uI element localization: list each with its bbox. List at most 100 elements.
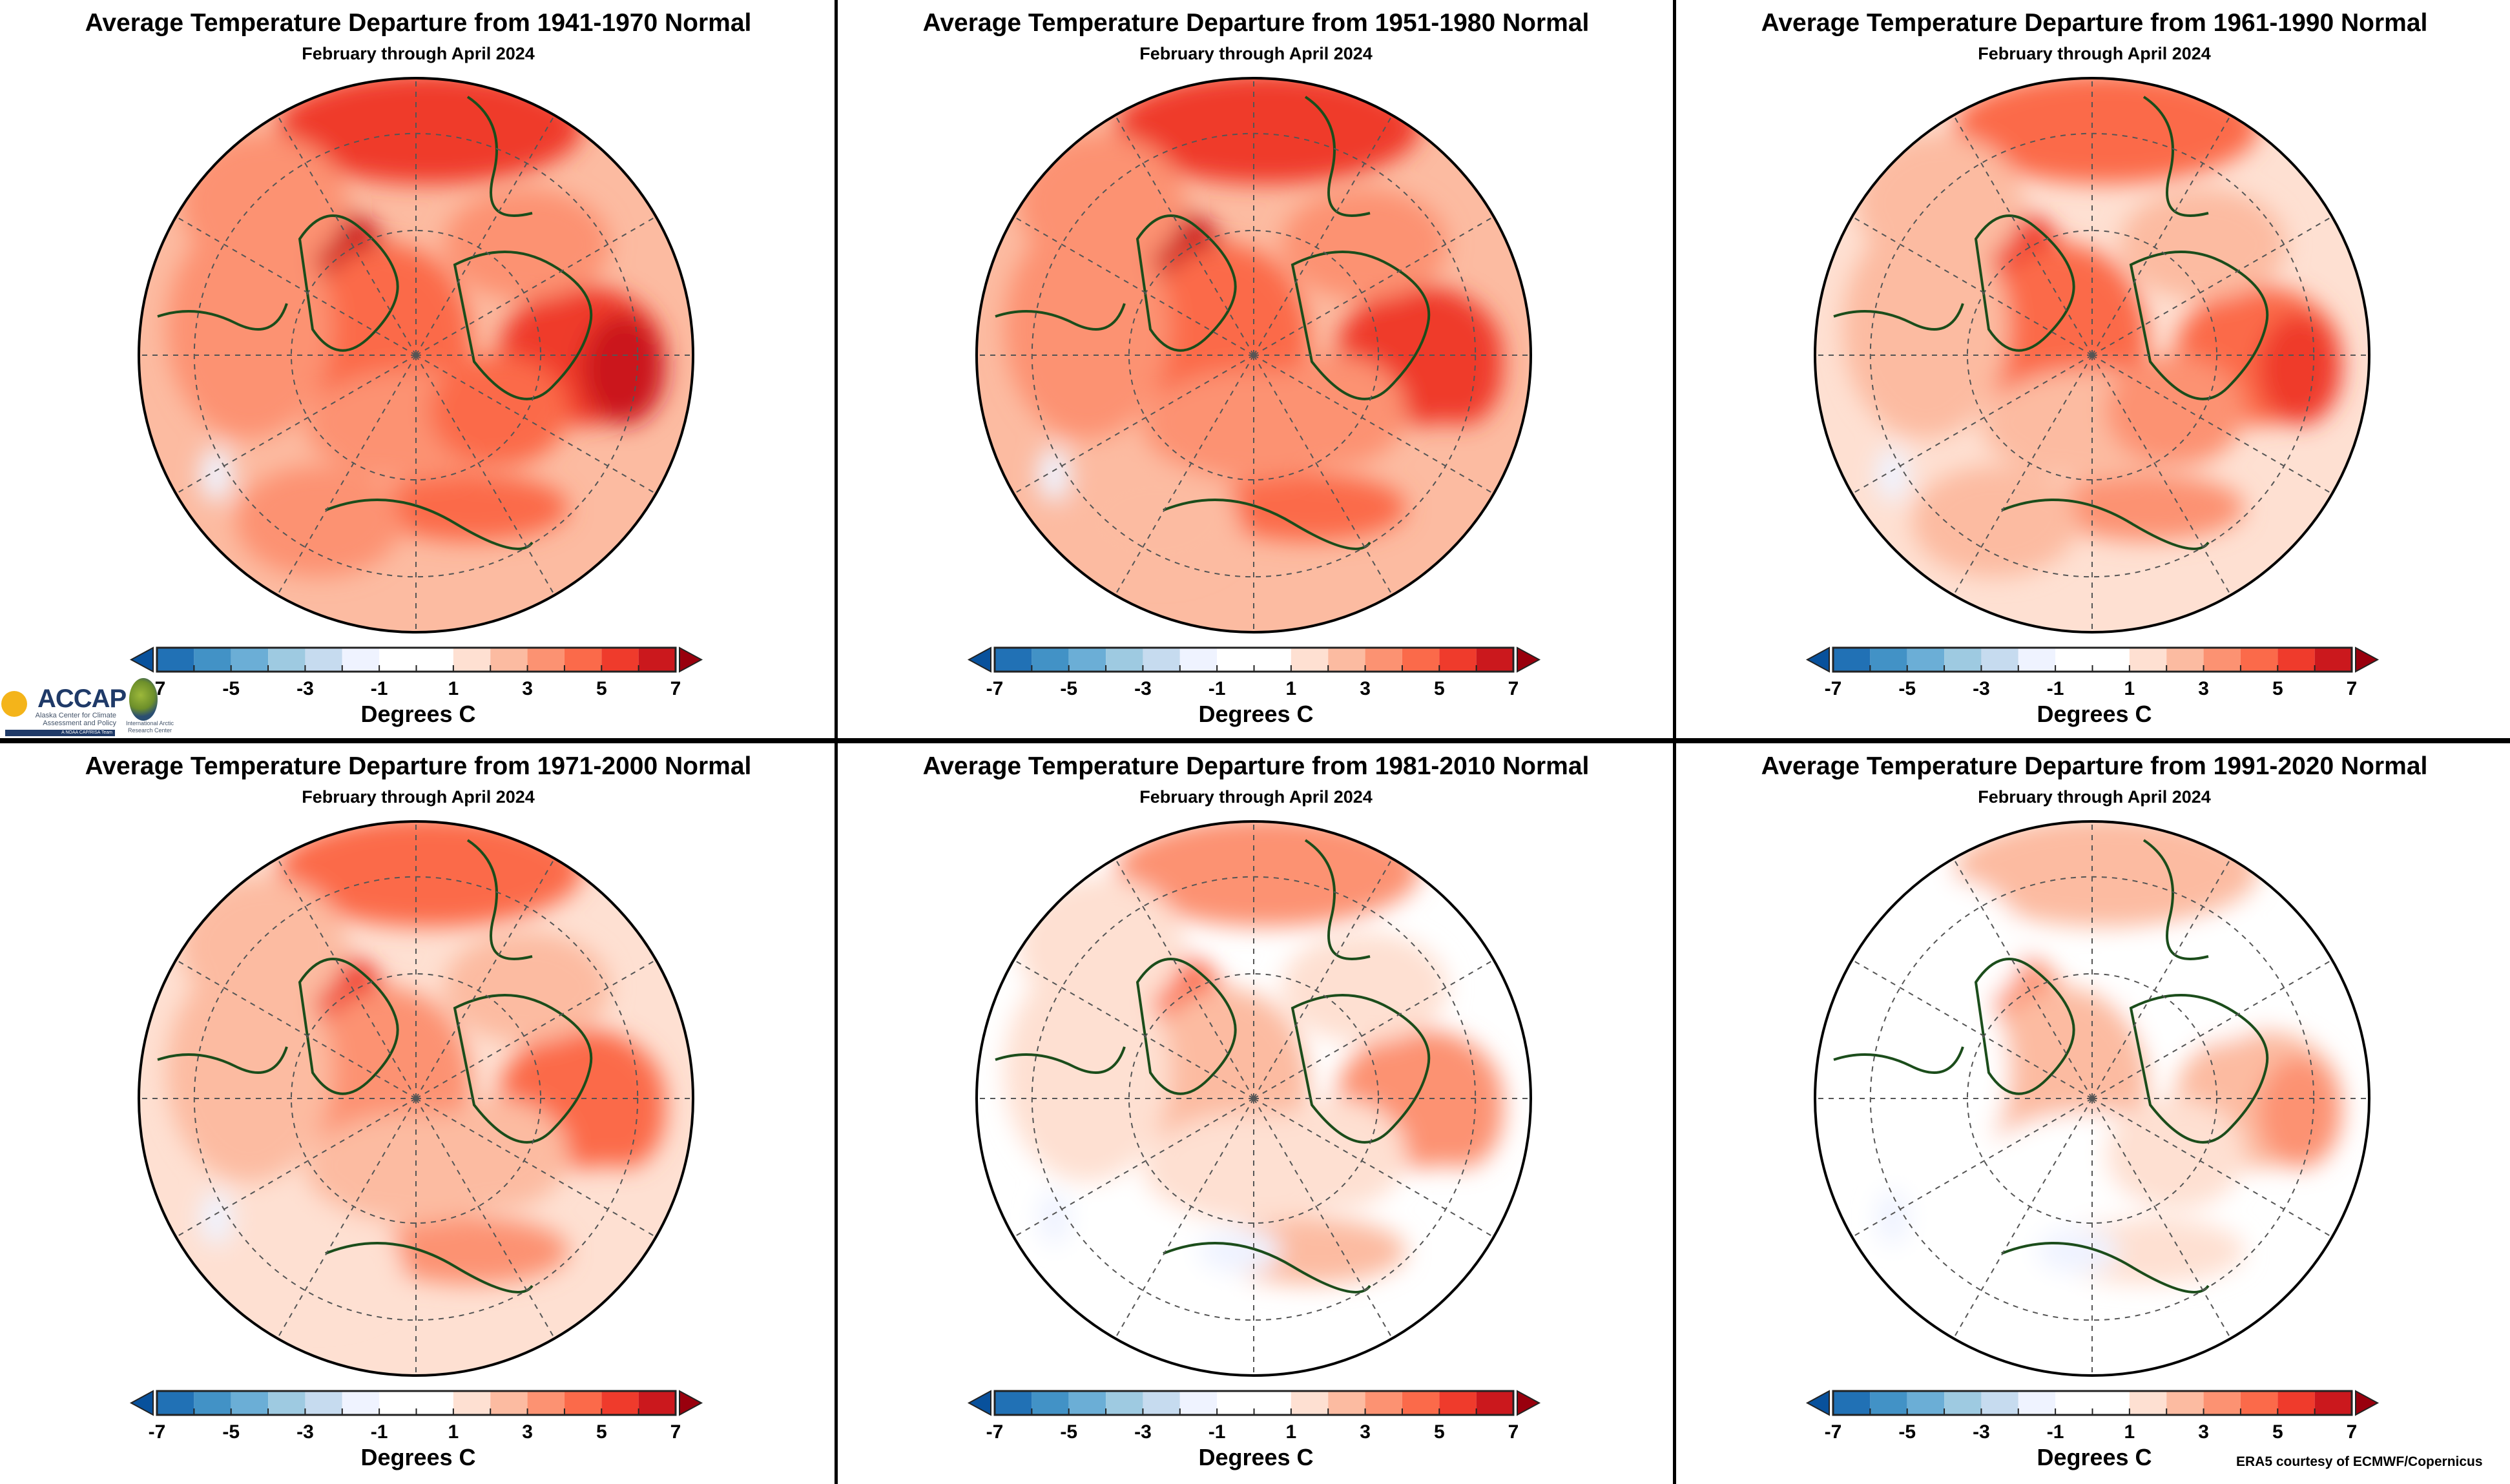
colorbar-tick-label: 1 [2124,1421,2135,1443]
panel-subtitle: February through April 2024 [1978,787,2211,807]
coastline [2142,96,2209,217]
colorbar-segment [1068,648,1106,672]
meridian-line [415,858,555,1099]
colorbar-segment [1068,1391,1106,1415]
colorbar-over-arrow [1517,1390,1541,1416]
panel-subtitle: February through April 2024 [1978,44,2211,63]
anomaly-region [1420,313,1504,425]
meridian-line [1851,1098,2093,1238]
colorbar-tick-label: -3 [1134,1421,1152,1443]
anomaly-region [1115,78,1420,184]
colorbar-segment [1981,1391,2018,1415]
meridian-line [1953,1098,2093,1339]
meridian-line [175,216,417,356]
meridian-line [2091,1098,2333,1238]
coastline [1163,499,1371,550]
colorbar-under-arrow [129,1390,154,1416]
polar-map [967,820,1541,1416]
colorbar-under-arrow [1805,646,1830,673]
panel-title: Average Temperature Departure from 1961-… [1761,9,2428,37]
meridian-line [1253,1098,1393,1339]
panel-subtitle: February through April 2024 [302,787,535,807]
meridian-line [1953,114,2093,356]
colorbar-segment [231,1391,269,1415]
anomaly-region [1281,189,1448,300]
colorbar-segment [2055,648,2093,672]
anomaly-region [236,1209,402,1321]
colorbar-over-arrow [1517,646,1541,673]
meridian-line [1953,858,2093,1099]
polar-map [967,77,1541,673]
colorbar-segment [157,1391,194,1415]
colorbar-segment [1217,648,1254,672]
colorbar-tick-label: 3 [1360,678,1371,699]
colorbar-segment [2277,1391,2315,1415]
iarc-globe-icon [129,678,158,721]
cold-anomaly-region [1037,1190,1071,1246]
accap-logo-subtitle: Alaska Center for Climate Assessment and… [35,712,116,727]
colorbar-tick-label: -1 [370,678,388,699]
colorbar-segment [638,648,676,672]
colorbar-tick-label: -5 [222,678,240,699]
coastline [2129,251,2269,400]
colorbar-segment [2092,648,2130,672]
colorbar-segment [995,1391,1032,1415]
meridian-line [2091,216,2333,356]
colorbar-segment [1217,1391,1254,1415]
colorbar-segment [1291,1391,1329,1415]
colorbar-segment [231,648,269,672]
colorbar-segment [995,648,1032,672]
panel-subtitle: February through April 2024 [1139,44,1373,63]
colorbar-under-arrow [1805,1390,1830,1416]
anomaly-region [1267,355,1406,466]
colorbar-tick-label: -7 [148,1421,166,1443]
anomaly-region [1267,1098,1406,1210]
colorbar-segment [1833,648,1871,672]
colorbar-tick-label: 7 [1508,678,1519,699]
meridian-line [1851,216,2093,356]
cold-anomaly-region [1876,1190,1909,1246]
colorbar-tick-label: 7 [1508,1421,1519,1443]
anomaly-region [1912,466,2079,577]
colorbar-tick-label: -5 [1898,1421,1916,1443]
colorbar-segment [1476,1391,1513,1415]
colorbar-segment [1032,1391,1069,1415]
colorbar-tick-label: -3 [1134,678,1152,699]
coastline [1304,96,1371,217]
colorbar-segment [342,648,380,672]
colorbar-tick-label: 3 [1360,1421,1371,1443]
colorbar-tick-label: -5 [1060,678,1078,699]
colorbar-segment [1439,648,1477,672]
anomaly-region [180,133,347,273]
colorbar-tick-label: -7 [1824,678,1842,699]
colorbar-segment [2314,1391,2352,1415]
meridian-line [415,114,555,356]
anomaly-region [1856,876,2023,1016]
colorbar-tick-label: 7 [2346,1421,2358,1443]
colorbar-segment [2055,1391,2093,1415]
colorbar-segment [453,648,491,672]
colorbar-tick-label: -3 [1973,678,1990,699]
accap-logo-tagline: A NOAA CAP/RISA Team [5,730,115,736]
colorbar-segment [1907,1391,1945,1415]
panel-subtitle: February through April 2024 [1139,787,1373,807]
meridian-line [1253,959,1495,1099]
colorbar-segment [1365,648,1402,672]
anomaly-region [277,821,583,927]
coastline [325,1242,534,1293]
colorbar-segment [2203,648,2241,672]
colorbar-segment [2166,1391,2204,1415]
colorbar-segment [1833,1391,1871,1415]
colorbar-segment [416,1391,453,1415]
colorbar-tick-label: 1 [1285,678,1297,699]
map-panel: Average Temperature Departure from 1991-… [1676,743,2510,1484]
cold-anomaly-region [1037,446,1071,502]
map-panel: Average Temperature Departure from 1941-… [0,0,836,741]
anomaly-region [2119,189,2287,300]
meridian-line [415,1098,657,1238]
cold-anomaly-region [1198,1228,1281,1273]
meridian-line [175,1098,417,1238]
anomaly-region [2119,932,2287,1044]
meridian-line [2091,355,2333,495]
colorbar-tick-label: -7 [1824,1421,1842,1443]
